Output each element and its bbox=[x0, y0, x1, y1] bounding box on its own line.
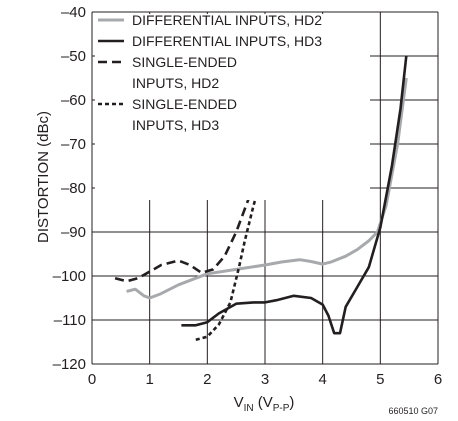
legend-label: DIFFERENTIAL INPUTS, HD2 bbox=[132, 12, 322, 28]
series-line-1 bbox=[126, 77, 408, 300]
x-tick-label: 6 bbox=[434, 371, 442, 388]
x-axis-title-end: ) bbox=[289, 394, 294, 411]
y-tick-label: –80 bbox=[61, 180, 86, 197]
x-tick-label: 5 bbox=[376, 371, 384, 388]
x-tick-label: 2 bbox=[203, 371, 211, 388]
x-tick-label: 3 bbox=[261, 371, 269, 388]
y-axis-title: DISTORTION (dBc) bbox=[35, 111, 52, 243]
x-tick-label: 0 bbox=[88, 371, 96, 388]
tick-labels: 0 1 2 3 4 5 6 –40 –50 –60 –70 –80 –90 –100 –110 –120 bbox=[53, 4, 443, 388]
legend-background bbox=[95, 14, 370, 200]
x-axis-title: VIN (VP-P) bbox=[234, 394, 295, 414]
y-tick-label: –120 bbox=[53, 356, 86, 373]
x-axis-title-sub1: IN bbox=[244, 403, 254, 414]
x-tick-label: 1 bbox=[145, 371, 153, 388]
legend: DIFFERENTIAL INPUTS, HD2 DIFFERENTIAL INP… bbox=[95, 12, 370, 200]
y-tick-label: –90 bbox=[61, 224, 86, 241]
legend-label: INPUTS, HD3 bbox=[132, 117, 219, 133]
y-tick-label: –70 bbox=[61, 136, 86, 153]
y-tick-label: –40 bbox=[61, 4, 86, 21]
legend-label: SINGLE-ENDED bbox=[132, 96, 237, 112]
legend-label: INPUTS, HD2 bbox=[132, 75, 219, 91]
x-tick-label: 4 bbox=[318, 371, 326, 388]
legend-label: SINGLE-ENDED bbox=[132, 54, 237, 70]
series-line-2 bbox=[181, 55, 408, 335]
figure-id: 660510 G07 bbox=[388, 406, 438, 416]
x-axis-title-sub2: P-P bbox=[273, 403, 290, 414]
y-tick-label: –110 bbox=[54, 312, 86, 329]
legend-label: DIFFERENTIAL INPUTS, HD3 bbox=[132, 33, 322, 49]
y-tick-label: –100 bbox=[53, 268, 86, 285]
x-axis-title-main: V bbox=[234, 394, 244, 411]
y-tick-label: –60 bbox=[61, 92, 86, 109]
x-axis-title-mid: (V bbox=[254, 394, 273, 411]
y-tick-label: –50 bbox=[61, 48, 86, 65]
